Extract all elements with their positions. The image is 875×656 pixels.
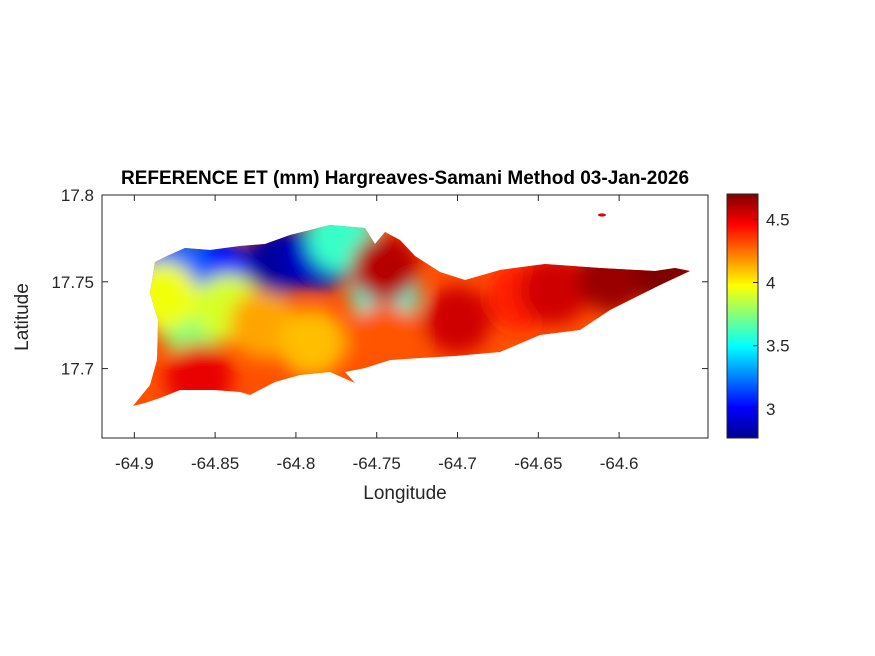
et-field-sample — [278, 308, 347, 377]
map-title: REFERENCE ET (mm) Hargreaves-Samani Meth… — [121, 168, 689, 189]
y-tick-label: 17.7 — [61, 360, 94, 379]
x-tick-label: -64.65 — [514, 454, 562, 473]
colorbar-tick-label: 4 — [766, 273, 775, 292]
colorbar-tick-label: 3 — [766, 400, 775, 419]
x-axis-label: Longitude — [363, 483, 446, 504]
et-field-sample — [350, 303, 419, 372]
x-tick-label: -64.8 — [277, 454, 316, 473]
x-tick-label: -64.75 — [353, 454, 401, 473]
y-tick-label: 17.8 — [61, 186, 94, 205]
et-field-sample — [164, 343, 233, 406]
et-field-sample — [633, 239, 690, 308]
x-tick-label: -64.85 — [191, 454, 239, 473]
et-field — [133, 225, 690, 406]
colorbar-tick-label: 4.5 — [766, 210, 790, 229]
y-axis-label: Latitude — [12, 283, 33, 351]
x-tick-label: -64.6 — [600, 454, 639, 473]
axes-box — [101, 194, 709, 439]
x-tick-label: -64.7 — [438, 454, 477, 473]
y-tick-label: 17.75 — [51, 273, 94, 292]
colorbar-tick-label: 3.5 — [766, 337, 790, 356]
colorbar: 3 3.5 4 4.5 — [726, 193, 790, 439]
x-axis: -64.9 -64.85 -64.8 -64.75 -64.7 -64.65 -64.6 — [115, 195, 639, 473]
et-field-sample — [520, 256, 589, 325]
et-field-sample — [350, 233, 419, 302]
colorbar-gradient — [726, 193, 759, 439]
et-field-sample — [133, 261, 198, 330]
et-field-sample — [423, 285, 492, 354]
offshore-islet — [598, 213, 606, 217]
et-field-sample — [549, 225, 618, 252]
y-axis: 17.7 17.75 17.8 — [51, 186, 708, 379]
x-tick-label: -64.9 — [115, 454, 154, 473]
